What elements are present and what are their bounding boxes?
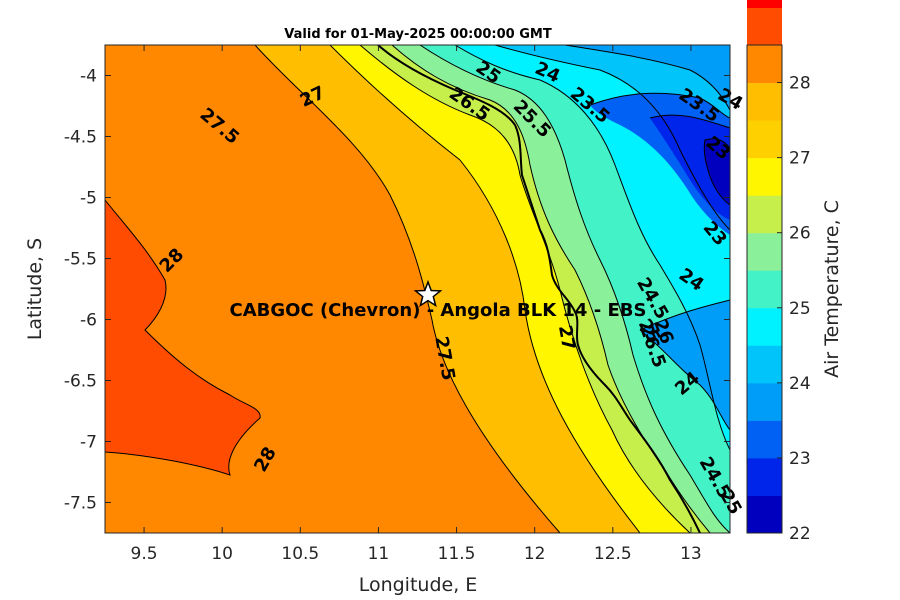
band-23.5-24: [495, 45, 730, 230]
colorbar-band: [747, 45, 782, 84]
colorbar-tick-label: 24: [789, 374, 811, 394]
y-tick-label: -4: [80, 67, 97, 87]
x-tick-label: 13: [680, 544, 702, 564]
colorbar-tick-label: 26: [789, 224, 811, 244]
colorbar-band: [747, 495, 782, 534]
contour-line-27: [105, 45, 561, 533]
contour-line-25: [419, 45, 730, 533]
y-tick-label: -6: [80, 311, 97, 331]
colorbar-band: [747, 120, 782, 159]
contour-line-28: [105, 199, 261, 476]
colorbar-tick-label: 28: [789, 74, 811, 94]
colorbar-band: [747, 382, 782, 421]
colorbar-tick-label: 22: [789, 524, 811, 544]
contour-line-23: [649, 114, 730, 129]
x-tick-label: 10.5: [281, 544, 319, 564]
colorbar-band: [747, 195, 782, 234]
plot-frame: [104, 44, 731, 534]
y-axis-label: Latitude, S: [24, 238, 46, 340]
contour-line-23.5: [589, 92, 730, 119]
contour-line-24-south: [639, 329, 730, 431]
contour-line-24: [494, 45, 730, 231]
x-tick-label: 12: [524, 544, 546, 564]
coastline: [377, 45, 701, 533]
band-23.5-24-b: [565, 45, 730, 110]
y-axis-ticks: -4 -4.5 -5 -5.5 -6 -6.5 -7 -7.5: [64, 67, 730, 514]
x-tick-label: 12.5: [594, 544, 632, 564]
band-22-22.5: [704, 138, 730, 205]
contour-field: [105, 45, 730, 533]
chart-title: Valid for 01-May-2025 00:00:00 GMT: [284, 27, 552, 42]
site-marker: CABGOC (Chevron) - Angola BLK 14 - EBS: [230, 279, 647, 321]
x-tick-label: 10: [211, 544, 233, 564]
site-star-icon: [413, 279, 443, 308]
x-axis-ticks: 9.5 10 10.5 11 11.5 12 12.5 13: [131, 45, 702, 564]
colorbar-band: [747, 270, 782, 309]
colorbar-band: [747, 457, 782, 496]
y-tick-label: -7: [80, 433, 97, 453]
colorbar: [747, 0, 782, 534]
band-27.5-28: [105, 200, 261, 475]
colorbar-ticks: 22 23 24 25 26 27 28: [777, 74, 811, 544]
colorbar-band: [747, 232, 782, 271]
colorbar-band: [747, 420, 782, 459]
y-tick-label: -7.5: [64, 494, 97, 514]
contour-line-23.5-north: [564, 45, 730, 111]
colorbar-band: [747, 82, 782, 121]
colorbar-band: [747, 157, 782, 196]
colorbar-band: [747, 307, 782, 346]
contour-line-26.5: [329, 45, 641, 533]
y-tick-label: -4.5: [64, 128, 97, 148]
y-tick-label: -5.5: [64, 250, 97, 270]
x-tick-label: 11: [368, 544, 390, 564]
contour-line-22.5: [703, 138, 730, 206]
site-label: CABGOC (Chevron) - Angola BLK 14 - EBS: [230, 300, 647, 321]
colorbar-label: Air Temperature, C: [821, 200, 843, 378]
colorbar-tick-label: 27: [789, 149, 811, 169]
colorbar-tick-label: 23: [789, 449, 811, 469]
colorbar-band: [747, 345, 782, 384]
x-axis-label: Longitude, E: [359, 574, 478, 596]
x-tick-label: 9.5: [131, 544, 158, 564]
contour-label: 27: [554, 324, 579, 352]
y-tick-label: -6.5: [64, 372, 97, 392]
contour-line-24.5: [454, 45, 730, 451]
x-tick-label: 11.5: [438, 544, 476, 564]
colorbar-frame: [746, 44, 783, 534]
contour-line-24-south-b: [639, 299, 730, 331]
colorbar-band: [747, 0, 782, 8]
band-23.5-24-south: [640, 300, 730, 430]
y-tick-label: -5: [80, 189, 97, 209]
colorbar-band: [747, 7, 782, 46]
colorbar-tick-label: 25: [789, 299, 811, 319]
